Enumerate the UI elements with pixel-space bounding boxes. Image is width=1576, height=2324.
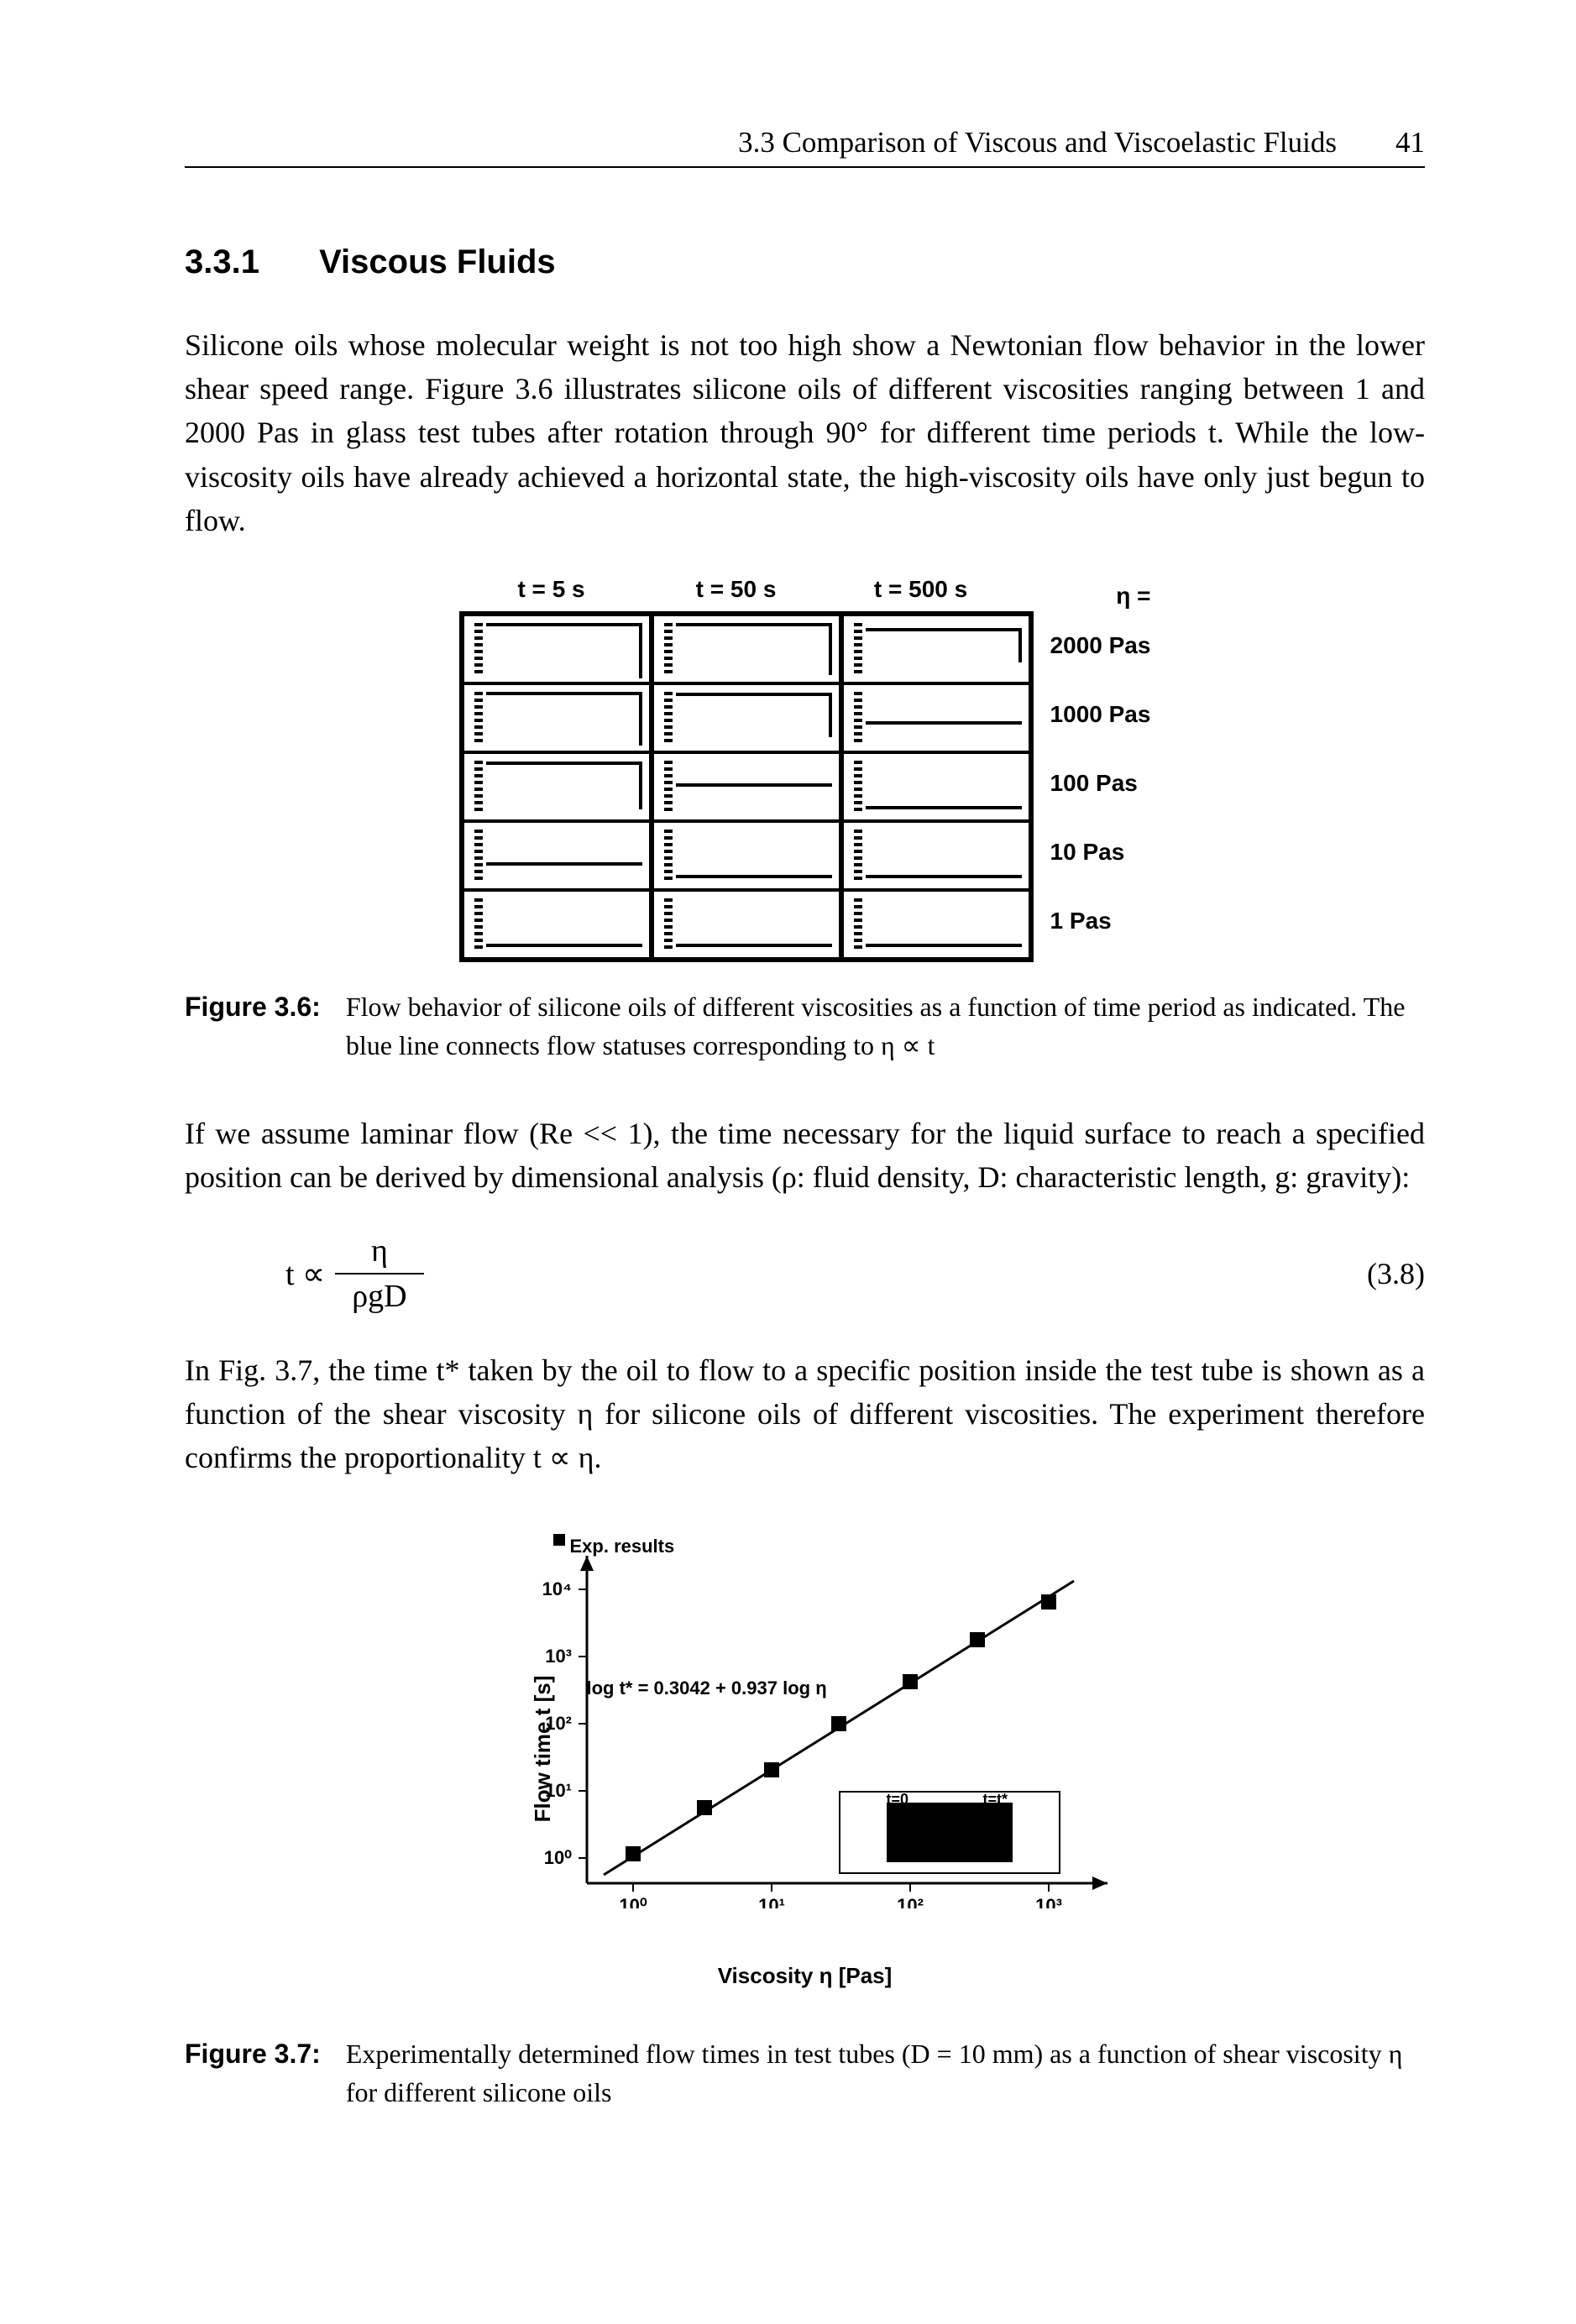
svg-text:10⁴: 10⁴ (542, 1578, 571, 1599)
fig37-xlabel: Viscosity η [Pas] (478, 1963, 1133, 1989)
paragraph-1: Silicone oils whose molecular weight is … (185, 323, 1425, 542)
section-title: Viscous Fluids (319, 243, 556, 280)
fig36-cell (464, 616, 649, 685)
paragraph-2: If we assume laminar flow (Re << 1), the… (185, 1112, 1425, 1199)
fig36-visc-0: 2000 Pas (1050, 611, 1151, 680)
svg-text:10²: 10² (545, 1713, 572, 1734)
paragraph-3: In Fig. 3.7, the time t* taken by the oi… (185, 1348, 1425, 1480)
fig36-visc-4: 1 Pas (1050, 887, 1151, 955)
fig36-cell (654, 892, 839, 957)
runhead-page: 41 (1395, 126, 1425, 160)
fig36-eta-label: η = (1050, 583, 1151, 608)
fig37-fit-label: log t* = 0.3042 + 0.937 log η (587, 1678, 827, 1699)
svg-text:10²: 10² (897, 1895, 924, 1908)
figure-3-6: t = 5 s t = 50 s t = 500 s η = 2000 Pas … (459, 576, 1151, 962)
eq-denominator: ρgD (335, 1273, 423, 1315)
svg-text:10⁰: 10⁰ (619, 1895, 647, 1908)
figure-3-6-caption: Figure 3.6: Flow behavior of silicone oi… (185, 987, 1425, 1065)
fig36-time-0: t = 5 s (459, 576, 644, 603)
fig37-caption-text: Experimentally determined flow times in … (346, 2034, 1425, 2112)
fig37-inset: t=0 t=t* (839, 1791, 1060, 1874)
fig36-time-2: t = 500 s (829, 576, 1013, 603)
fig36-cell (654, 616, 839, 685)
fig36-visc-1: 1000 Pas (1050, 680, 1151, 749)
fig36-cell (654, 685, 839, 754)
eq-number: (3.8) (1367, 1256, 1425, 1291)
runhead-section: 3.3 Comparison of Viscous and Viscoelast… (738, 126, 1337, 160)
svg-text:10¹: 10¹ (545, 1780, 572, 1801)
fig36-cell (844, 892, 1029, 957)
fig36-caption-label: Figure 3.6: (185, 987, 321, 1065)
fig37-inset-t0: t=0 (887, 1791, 909, 1808)
svg-text:10¹: 10¹ (758, 1895, 785, 1908)
fig36-visc-2: 100 Pas (1050, 749, 1151, 818)
fig36-cell (464, 754, 649, 823)
fig36-cell (464, 685, 649, 754)
svg-text:10⁰: 10⁰ (543, 1847, 571, 1868)
fig36-cell (654, 823, 839, 892)
fig36-cell (464, 823, 649, 892)
eq-numerator: η (354, 1233, 405, 1273)
figure-3-7: Flow time t [s] 10⁰10¹10²10³10⁴10⁰10¹10²… (478, 1514, 1133, 1984)
fig36-time-1: t = 50 s (644, 576, 829, 603)
fig36-cell (464, 892, 649, 957)
fig36-caption-text: Flow behavior of silicone oils of differ… (346, 987, 1425, 1065)
fig36-visc-3: 10 Pas (1050, 818, 1151, 887)
figure-3-7-caption: Figure 3.7: Experimentally determined fl… (185, 2034, 1425, 2112)
svg-text:10³: 10³ (545, 1646, 572, 1667)
eq-fraction: η ρgD (335, 1233, 423, 1315)
fig37-caption-label: Figure 3.7: (185, 2034, 321, 2112)
fig37-legend: Exp. results (570, 1536, 675, 1557)
running-head: 3.3 Comparison of Viscous and Viscoelast… (185, 126, 1425, 168)
fig36-cell (654, 754, 839, 823)
fig36-cell (844, 616, 1029, 685)
section-heading: 3.3.1 Viscous Fluids (185, 243, 1425, 281)
equation-3-8: t ∝ η ρgD (3.8) (285, 1233, 1425, 1315)
fig37-inset-tstar: t=t* (983, 1791, 1008, 1808)
fig36-cell (844, 754, 1029, 823)
fig36-cell (844, 823, 1029, 892)
svg-text:10³: 10³ (1035, 1895, 1062, 1908)
fig36-cell (844, 685, 1029, 754)
section-number: 3.3.1 (185, 243, 259, 280)
eq-lhs: t ∝ (285, 1255, 325, 1293)
